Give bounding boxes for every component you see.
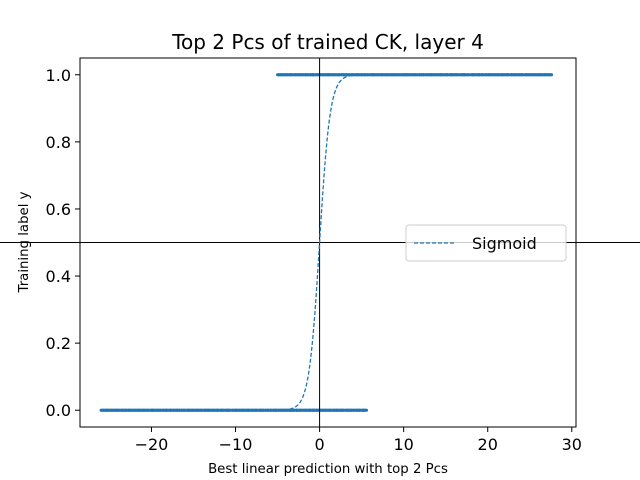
x-tick-label: 30 — [562, 435, 582, 454]
axes-frame — [79, 57, 577, 428]
scatter-point — [365, 408, 369, 412]
x-tick-label: −10 — [219, 435, 253, 454]
x-axis-label: Best linear prediction with top 2 Pcs — [208, 462, 448, 477]
plot-area: −20 −10 0 10 20 30 0.0 0.2 0.4 0.6 0.8 1.0 Sigmoid — [0, 57, 640, 454]
y-tick-label: 0.6 — [46, 200, 71, 219]
y-tick-label: 1.0 — [46, 66, 71, 85]
legend-entry: Sigmoid — [472, 234, 537, 253]
y-tick-label: 0.8 — [46, 133, 71, 152]
scatter-point — [550, 73, 554, 77]
sigmoid-line — [277, 74, 362, 411]
x-tick-label: 20 — [478, 435, 498, 454]
y-tick-label: 0.4 — [46, 267, 71, 286]
chart-title: Top 2 Pcs of trained CK, layer 4 — [171, 30, 484, 54]
legend-box — [405, 224, 567, 262]
x-tick-label: 0 — [314, 435, 324, 454]
y-tick-label: 0.2 — [46, 334, 71, 353]
x-tick-label: 10 — [393, 435, 413, 454]
y-tick-label: 0.0 — [46, 401, 71, 420]
y-axis-label: Training label y — [17, 191, 32, 293]
x-tick-label: −20 — [135, 435, 169, 454]
